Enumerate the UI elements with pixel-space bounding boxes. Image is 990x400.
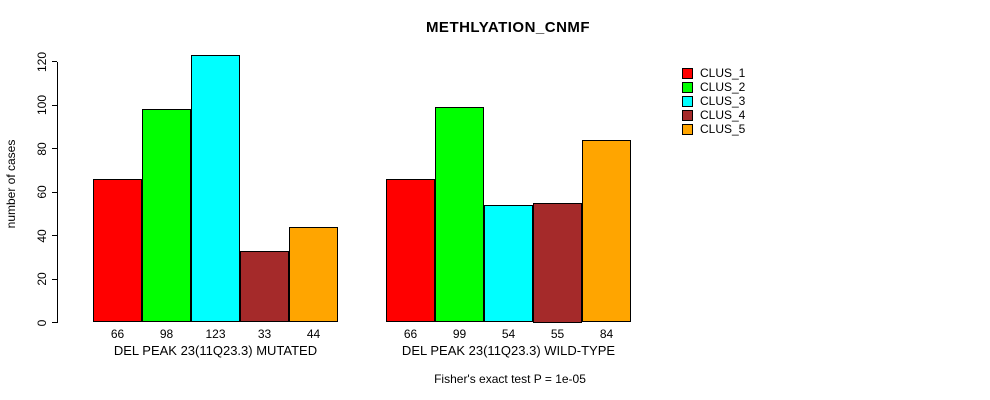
y-axis-tick-label: 120 [35, 51, 49, 72]
legend-swatch-icon [682, 67, 693, 79]
fisher-test-note: Fisher's exact test P = 1e-05 [434, 372, 586, 386]
bar-clus_1-group1 [93, 178, 142, 323]
bar-value-label: 54 [501, 327, 516, 341]
bar-value-label: 99 [452, 327, 467, 341]
bar-value-label: 55 [550, 327, 565, 341]
legend-swatch-icon [682, 123, 693, 135]
legend-item-label: CLUS_1 [700, 66, 746, 80]
group-axis-label: DEL PEAK 23(11Q23.3) MUTATED [113, 343, 318, 358]
legend-item-label: CLUS_4 [700, 108, 746, 122]
bar-value-label: 98 [159, 327, 174, 341]
y-axis-tick-label: 100 [35, 94, 49, 116]
legend-item-label: CLUS_2 [700, 80, 746, 94]
y-axis-tick-label: 20 [35, 272, 49, 286]
legend-item-clus_3: CLUS_3 [682, 94, 745, 108]
bar-value-label: 66 [403, 327, 418, 341]
bar-value-label: 44 [306, 327, 321, 341]
legend-item-clus_2: CLUS_2 [682, 80, 745, 94]
legend-item-clus_4: CLUS_4 [682, 108, 745, 122]
bar-clus_4-group2 [533, 202, 582, 323]
legend-item-clus_1: CLUS_1 [682, 66, 745, 80]
bar-clus_4-group1 [240, 250, 289, 323]
y-axis-tick [52, 191, 57, 193]
bar-clus_2-group1 [142, 109, 191, 323]
y-axis-tick [52, 148, 57, 149]
bar-value-label: 84 [599, 327, 614, 341]
chart-title: METHLYATION_CNMF [425, 19, 591, 36]
legend-swatch-icon [682, 95, 693, 107]
legend: CLUS_1 CLUS_2 CLUS_3 CLUS_4 CLUS_5 [682, 66, 745, 136]
legend-item-label: CLUS_3 [700, 94, 746, 108]
bar-clus_3-group2 [484, 205, 533, 323]
y-axis-tick-label: 0 [35, 319, 49, 326]
legend-swatch-icon [682, 109, 693, 121]
y-axis-label: number of cases [4, 139, 18, 229]
legend-item-label: CLUS_5 [700, 122, 746, 136]
y-axis-tick [52, 61, 57, 62]
y-axis-tick [52, 235, 57, 236]
y-axis-tick [52, 104, 57, 106]
bar-clus_1-group2 [386, 178, 435, 323]
y-axis-tick-label: 60 [35, 185, 49, 199]
y-axis-tick-label: 40 [35, 228, 49, 243]
bar-clus_5-group1 [289, 226, 338, 323]
bar-clus_5-group2 [582, 139, 631, 323]
bar-value-label: 66 [110, 327, 125, 341]
legend-swatch-icon [682, 81, 693, 93]
y-axis-tick [52, 322, 57, 323]
bar-clus_2-group2 [435, 107, 484, 323]
bar-value-label: 123 [205, 327, 226, 341]
legend-item-clus_5: CLUS_5 [682, 122, 745, 136]
bar-clus_3-group1 [191, 54, 240, 323]
y-axis-tick [52, 278, 57, 280]
group-axis-label: DEL PEAK 23(11Q23.3) WILD-TYPE [401, 343, 616, 358]
y-axis-line [57, 61, 58, 323]
bar-value-label: 33 [257, 327, 272, 341]
y-axis-tick-label: 80 [35, 141, 49, 156]
